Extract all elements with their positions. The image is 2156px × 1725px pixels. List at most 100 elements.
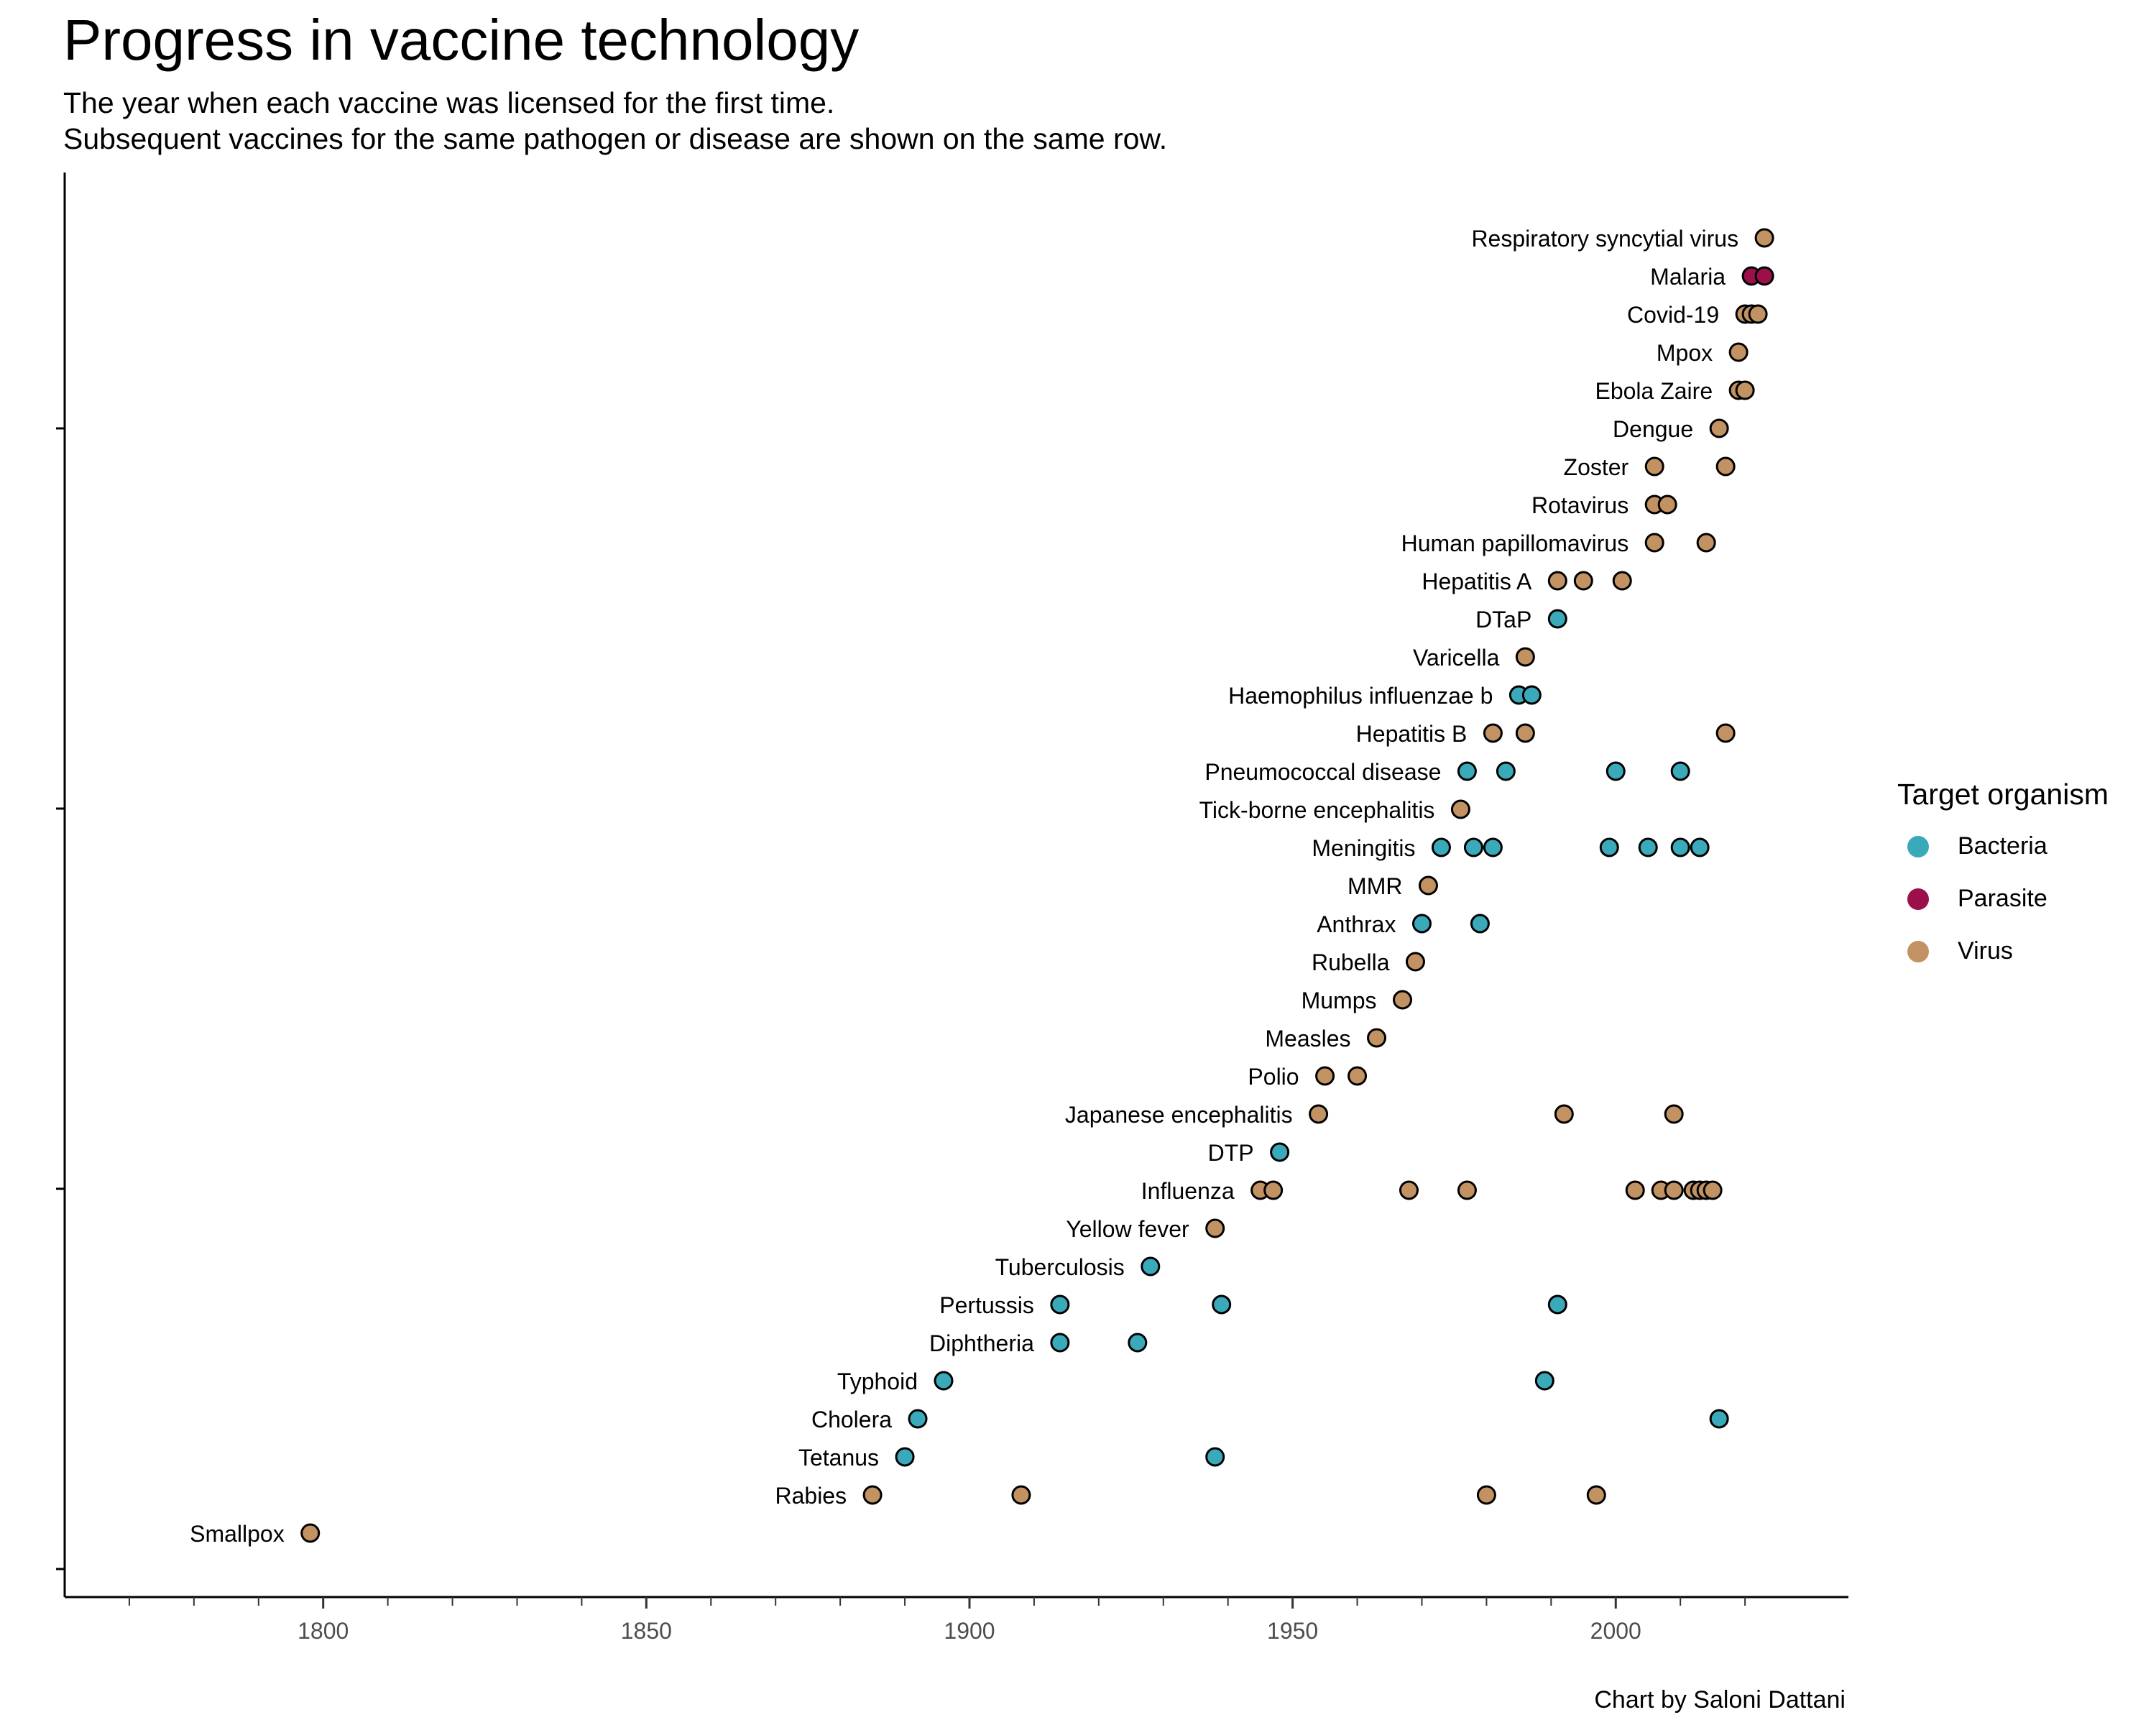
vaccine-point [1612,571,1632,591]
vaccine-point [1483,723,1503,743]
row-label: Rabies [775,1483,847,1509]
legend-item-virus: Virus [1897,925,2109,978]
row-label: Mumps [1302,988,1377,1013]
vaccine-point [1483,837,1503,857]
row-label: Meningitis [1312,835,1415,861]
chart-caption: Chart by Saloni Dattani [1594,1686,1846,1714]
row-label: Hepatitis B [1356,721,1468,747]
row-label: Respiratory syncytial virus [1471,226,1738,252]
row-label: Covid-19 [1627,302,1719,328]
row-label: Japanese encephalitis [1065,1102,1293,1128]
vaccine-point [934,1371,954,1391]
row-label: Yellow fever [1066,1216,1189,1242]
vaccine-point [908,1409,928,1429]
row-label: Tuberculosis [995,1254,1125,1280]
vaccine-point [1625,1180,1645,1200]
vaccine-point [1728,342,1749,362]
row-label: Smallpox [190,1521,285,1547]
row-label: Varicella [1413,645,1500,671]
row-label: Ebola Zaire [1595,378,1713,404]
row-label: Pertussis [939,1292,1034,1318]
x-axis-tick-label: 1900 [944,1618,995,1644]
vaccine-point [1393,990,1412,1010]
row-label: Influenza [1141,1178,1235,1204]
vaccine-point [1050,1294,1070,1315]
vaccine-point [1205,1447,1225,1467]
row-label: Zoster [1564,454,1629,480]
vaccine-point [1703,1180,1723,1200]
vaccine-point [1735,380,1755,400]
vaccine-point [1696,533,1716,553]
row-label: Pneumococcal disease [1204,759,1441,785]
vaccine-point [1547,609,1567,629]
subtitle-line-2: Subsequent vaccines for the same pathoge… [63,122,1168,155]
row-label: Rubella [1312,949,1390,975]
vaccine-point [1515,723,1535,743]
row-label: Rotavirus [1531,492,1628,518]
x-axis-tick-label: 1800 [298,1618,349,1644]
row-label: Polio [1248,1064,1299,1090]
legend-dot-virus [1907,940,1929,962]
vaccine-point [1470,914,1490,934]
legend-label-parasite: Parasite [1958,885,2047,912]
vaccine-point [1606,761,1626,781]
vaccine-point [1599,837,1619,857]
vaccine-point [1515,647,1535,667]
vaccine-point [1670,761,1690,781]
vaccine-point [1457,1180,1477,1200]
vaccine-point [1664,1180,1684,1200]
vaccine-point [1670,837,1690,857]
row-label: Tetanus [798,1445,879,1471]
vaccine-point [862,1485,883,1505]
row-label: Mpox [1657,340,1713,366]
row-label: Anthrax [1317,911,1396,937]
vaccine-point [1690,837,1710,857]
vaccine-point [1748,304,1768,324]
vaccine-point [1050,1333,1070,1353]
vaccine-point [1418,875,1438,896]
row-label: Measles [1265,1026,1350,1052]
row-label: Typhoid [837,1368,918,1394]
vaccine-point [1309,1104,1329,1124]
x-axis-tick-label: 1850 [621,1618,672,1644]
row-label: DTaP [1475,607,1531,632]
vaccine-point [1754,266,1774,286]
legend-label-virus: Virus [1958,937,2013,965]
vaccine-point [1638,837,1658,857]
legend-item-bacteria: Bacteria [1897,820,2109,873]
vaccine-point [1348,1066,1368,1086]
row-label: Diphtheria [929,1330,1034,1356]
row-label: MMR [1348,873,1402,899]
vaccine-point [1011,1485,1031,1505]
vaccine-point [1709,418,1729,438]
vaccine-point [1450,799,1470,819]
subtitle-line-1: The year when each vaccine was licensed … [63,86,835,119]
vaccine-point [1547,571,1567,591]
vaccine-point [1644,533,1664,553]
row-label: Human papillomavirus [1401,530,1629,556]
vaccine-point [1715,723,1736,743]
vaccine-point [1657,494,1677,515]
vaccine-point [1212,1294,1232,1315]
vaccine-point [1405,952,1425,972]
legend-dot-parasite [1907,888,1929,910]
vaccine-point [1709,1409,1729,1429]
vaccine-point [1367,1028,1387,1048]
x-axis-tick-label: 1950 [1267,1618,1318,1644]
vaccine-point [1547,1294,1567,1315]
row-label: Hepatitis A [1422,569,1532,594]
vaccine-point [1431,837,1451,857]
vaccine-point [1315,1066,1335,1086]
vaccine-point [1754,228,1774,248]
vaccine-point [1463,837,1483,857]
vaccine-point [1457,761,1477,781]
vaccine-point [1399,1180,1419,1200]
vaccine-point [1496,761,1516,781]
vaccine-point [1270,1142,1290,1162]
vaccine-point [1205,1218,1225,1238]
legend-label-bacteria: Bacteria [1958,832,2047,860]
vaccine-point [1534,1371,1554,1391]
vaccine-point [1476,1485,1496,1505]
vaccine-point [1128,1333,1148,1353]
